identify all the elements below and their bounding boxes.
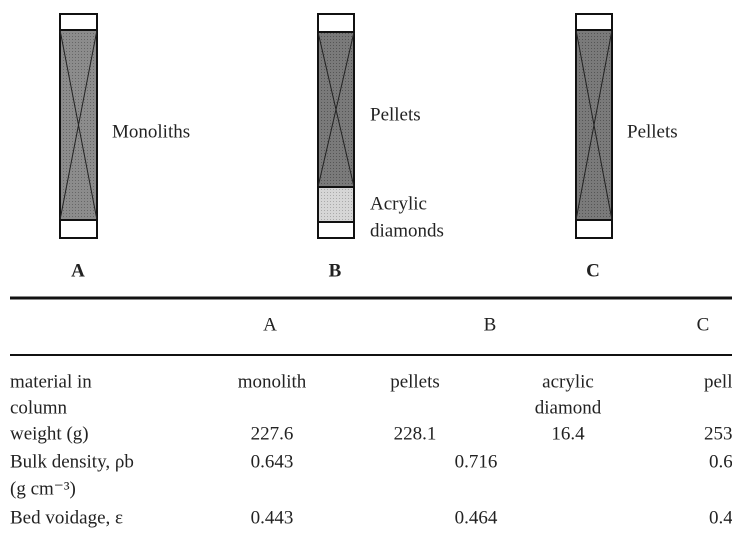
column-label: Pellets	[370, 104, 421, 125]
column-label: Acrylic	[370, 193, 427, 214]
column-label: Monoliths	[112, 121, 190, 142]
table-cell: 0.443	[251, 507, 294, 528]
table-cell: pellets	[704, 371, 732, 392]
table-cell: 228.1	[394, 423, 437, 444]
column-letter: A	[71, 260, 85, 281]
table-cell: 0.643	[251, 451, 294, 472]
table-cell: 0.464	[455, 507, 498, 528]
table-header: A	[263, 314, 277, 335]
table-cell: 227.6	[251, 423, 294, 444]
row-label: Bulk density, ρb	[10, 451, 134, 472]
page: Monoliths A Pellets Acrylic diamonds B P…	[0, 0, 732, 554]
table-cell: acrylic	[542, 371, 594, 392]
column-b	[318, 14, 354, 238]
table-cell: 16.4	[551, 423, 585, 444]
column-c	[576, 14, 612, 238]
table-cell: 253.7	[704, 423, 732, 444]
table-header: C	[697, 314, 710, 335]
column-letter: C	[586, 260, 600, 281]
row-label: material in	[10, 371, 92, 392]
row-label: column	[10, 397, 67, 418]
table-header: B	[484, 314, 497, 335]
column-label: diamonds	[370, 220, 444, 241]
column-label: Pellets	[627, 121, 678, 142]
table-cell: 0.690	[709, 451, 732, 472]
table-cell: diamond	[535, 397, 602, 418]
row-label: weight (g)	[10, 423, 89, 444]
table-cell: pellets	[390, 371, 440, 392]
table-cell: 0.716	[455, 451, 498, 472]
column-letter: B	[329, 260, 342, 281]
table-cell: monolith	[238, 371, 307, 392]
column-a	[60, 14, 97, 238]
row-label: (g cm⁻³)	[10, 478, 76, 499]
row-label: Bed voidage, ε	[10, 507, 123, 528]
table-cell: 0.448	[709, 507, 732, 528]
